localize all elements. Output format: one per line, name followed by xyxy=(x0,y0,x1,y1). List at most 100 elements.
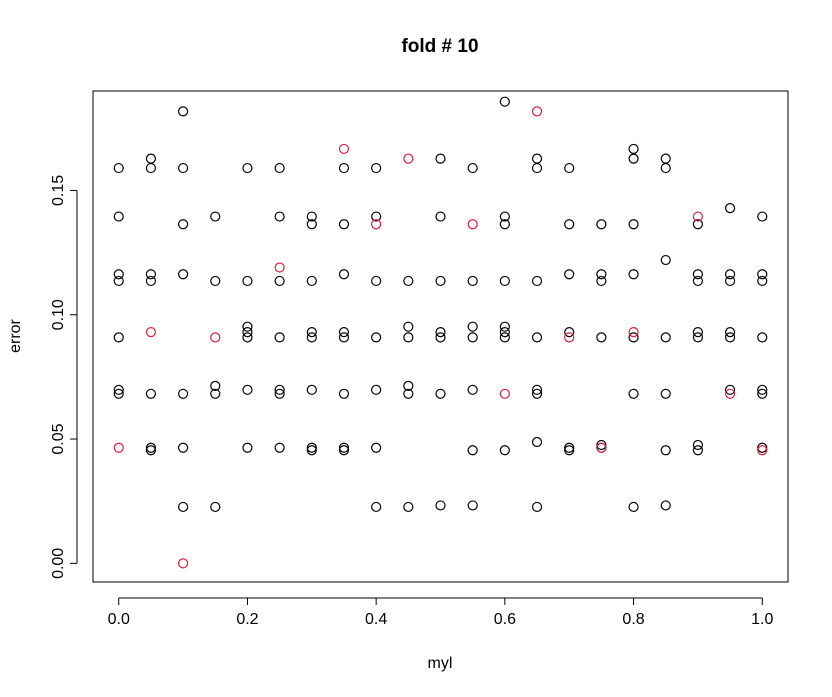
data-point xyxy=(338,269,350,280)
data-point xyxy=(371,501,382,513)
data-point xyxy=(306,211,317,222)
data-point xyxy=(274,275,285,287)
data-point xyxy=(210,275,221,287)
data-point xyxy=(660,162,671,174)
data-point xyxy=(467,445,478,456)
data-point xyxy=(274,384,285,395)
data-point xyxy=(113,332,124,343)
data-point xyxy=(692,219,704,230)
data-point xyxy=(145,269,157,280)
data-point xyxy=(531,388,543,399)
x-tick-label: 0.8 xyxy=(622,611,644,628)
data-point xyxy=(724,384,736,395)
data-point xyxy=(757,388,768,399)
data-point-red xyxy=(724,388,736,399)
data-point xyxy=(757,211,768,222)
data-point xyxy=(596,439,607,451)
x-tick-label: 0.2 xyxy=(236,611,258,628)
data-point xyxy=(628,153,639,164)
data-point-red xyxy=(692,211,704,222)
data-point xyxy=(242,442,253,453)
data-point xyxy=(145,388,157,399)
data-point xyxy=(274,388,285,399)
data-point xyxy=(564,445,575,456)
data-point xyxy=(499,219,510,230)
data-point xyxy=(564,219,575,230)
data-point xyxy=(371,332,382,343)
data-point xyxy=(145,442,157,453)
data-point xyxy=(242,162,253,174)
data-point xyxy=(596,332,607,343)
data-point xyxy=(660,500,671,511)
data-point-red xyxy=(628,327,639,338)
data-point-red xyxy=(371,219,382,230)
data-point xyxy=(435,500,446,511)
data-point xyxy=(628,332,639,343)
data-point-red xyxy=(403,153,414,164)
data-point-red xyxy=(338,143,350,155)
data-point xyxy=(274,442,285,453)
x-tick-label: 1.0 xyxy=(751,611,773,628)
data-point xyxy=(306,384,317,395)
data-point xyxy=(499,445,510,456)
data-point xyxy=(467,332,478,343)
y-tick-label: 0.15 xyxy=(50,175,67,206)
data-point xyxy=(371,442,382,453)
data-point xyxy=(531,384,543,395)
data-point xyxy=(692,327,704,338)
chart-title: fold # 10 xyxy=(401,36,478,57)
data-point xyxy=(274,332,285,343)
data-point xyxy=(177,388,189,399)
data-point xyxy=(338,445,350,456)
data-points xyxy=(113,96,768,569)
data-point xyxy=(628,219,639,230)
data-point-red xyxy=(177,558,189,569)
y-axis: 0.00 0.05 0.10 0.15 xyxy=(50,175,78,579)
data-point xyxy=(306,445,317,456)
data-point xyxy=(531,275,543,287)
data-point-red xyxy=(531,106,543,117)
data-point xyxy=(435,275,446,287)
data-point xyxy=(467,162,478,174)
data-point-red xyxy=(113,442,124,453)
data-point xyxy=(113,269,124,280)
data-point xyxy=(306,219,317,230)
data-point xyxy=(113,162,124,174)
data-point xyxy=(499,321,510,332)
data-point xyxy=(113,384,124,395)
data-point xyxy=(531,153,543,164)
data-point xyxy=(210,501,221,513)
data-point xyxy=(338,327,350,338)
x-tick-label: 0.0 xyxy=(108,611,130,628)
data-point xyxy=(692,275,704,287)
data-point xyxy=(210,211,221,222)
data-point xyxy=(177,106,189,117)
data-point xyxy=(177,162,189,174)
data-point xyxy=(145,275,157,287)
data-point xyxy=(628,143,639,155)
data-point xyxy=(724,332,736,343)
data-point xyxy=(338,162,350,174)
data-point xyxy=(338,388,350,399)
data-point xyxy=(596,219,607,230)
data-point xyxy=(596,269,607,280)
data-point xyxy=(724,269,736,280)
data-point xyxy=(660,445,671,456)
data-point xyxy=(306,442,317,453)
data-point xyxy=(306,275,317,287)
data-point-red xyxy=(274,262,285,273)
data-point xyxy=(242,275,253,287)
data-point xyxy=(531,501,543,513)
data-point xyxy=(371,384,382,395)
data-point xyxy=(757,442,768,453)
data-point xyxy=(724,327,736,338)
data-point xyxy=(564,269,575,280)
x-axis-label: myl xyxy=(428,655,453,672)
data-point xyxy=(531,162,543,174)
data-point xyxy=(660,254,671,266)
data-point xyxy=(177,442,189,453)
data-point xyxy=(724,202,736,214)
data-point xyxy=(564,442,575,453)
data-point xyxy=(403,501,414,513)
